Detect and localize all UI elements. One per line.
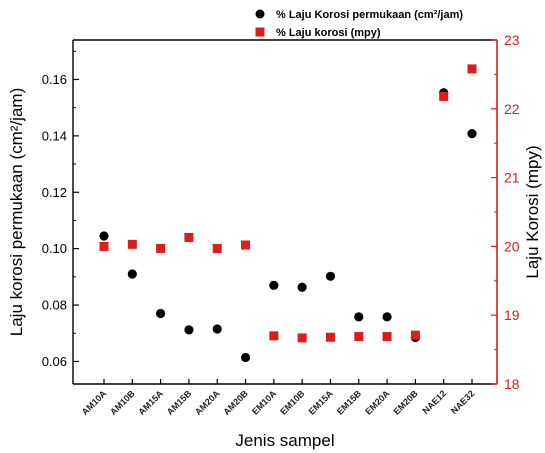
y2-tick-label: 23 <box>504 32 520 48</box>
x-tick-label: AM10B <box>108 388 137 417</box>
data-point-surface-rate <box>297 282 307 292</box>
x-tick-label: AM10A <box>80 388 109 417</box>
data-point-surface-rate <box>127 269 137 279</box>
data-point-mpy-rate <box>241 240 251 250</box>
x-tick-label: AM15B <box>165 388 194 417</box>
data-point-surface-rate <box>99 231 109 241</box>
data-point-mpy-rate <box>269 331 279 341</box>
x-tick-label: AM20B <box>221 388 250 417</box>
data-point-mpy-rate <box>439 91 449 101</box>
data-point-mpy-rate <box>156 243 166 253</box>
data-point-mpy-rate <box>212 243 222 253</box>
data-point-mpy-rate <box>99 241 109 251</box>
legend-marker-mpy-rate <box>255 27 265 37</box>
data-point-surface-rate <box>212 324 222 334</box>
plot-frame <box>72 39 498 385</box>
y2-tick-label: 18 <box>504 376 520 392</box>
data-point-mpy-rate <box>325 332 335 342</box>
y-tick-label: 0.06 <box>42 354 67 369</box>
x-tick-label: EM20B <box>392 388 421 417</box>
y-tick-label: 0.14 <box>42 128 67 143</box>
legend-label-surface-rate: % Laju Korosi permukaan (cm²/jam) <box>276 9 463 21</box>
data-point-surface-rate <box>156 308 166 319</box>
data-point-surface-rate <box>382 312 392 322</box>
x-tick-label: NAE32 <box>449 388 477 416</box>
legend-label-mpy-rate: % Laju korosi (mpy) <box>276 27 381 39</box>
y2-tick-label: 22 <box>504 101 520 117</box>
data-point-mpy-rate <box>354 332 364 342</box>
y-tick-label: 0.16 <box>42 72 67 87</box>
data-point-mpy-rate <box>467 64 477 74</box>
data-point-surface-rate <box>467 129 477 139</box>
y-axis-title: Laju korosi permukaan (cm²/jam) <box>7 88 26 336</box>
data-point-surface-rate <box>354 312 364 322</box>
x-tick-label: AM15A <box>136 388 165 417</box>
x-axis-title: Jenis sampel <box>235 431 334 450</box>
series-mpy-rate <box>99 64 477 343</box>
x-tick-label: NAE12 <box>421 388 449 416</box>
x-tick-label: EM20A <box>363 388 392 417</box>
y2-tick-label: 19 <box>504 307 520 323</box>
x-tick-label: EM10A <box>250 388 279 417</box>
data-point-mpy-rate <box>184 232 194 242</box>
y-tick-label: 0.08 <box>42 298 67 313</box>
y-tick-label: 0.12 <box>42 185 67 200</box>
data-point-mpy-rate <box>410 330 420 340</box>
y2-tick-label: 20 <box>504 238 520 254</box>
data-point-surface-rate <box>325 271 336 281</box>
y2-axis-title: Laju Korosi (mpy) <box>523 145 542 278</box>
data-point-mpy-rate <box>127 239 137 249</box>
data-point-surface-rate <box>240 352 251 363</box>
right-axis-ticks: 18 19 20 21 22 23 <box>491 32 520 392</box>
x-tick-label: AM20A <box>193 388 222 417</box>
legend: % Laju Korosi permukaan (cm²/jam) % Laju… <box>255 9 463 39</box>
y-tick-label: 0.10 <box>42 241 67 256</box>
left-axis-ticks: 0.06 0.08 0.10 0.12 0.14 0.16 <box>42 50 79 369</box>
data-point-surface-rate <box>269 280 279 290</box>
data-point-mpy-rate <box>382 332 392 342</box>
y2-tick-label: 21 <box>504 170 520 186</box>
data-point-surface-rate <box>184 325 194 335</box>
series-surface-rate <box>99 88 477 363</box>
legend-marker-surface-rate <box>255 9 265 19</box>
x-tick-label: EM15B <box>335 388 364 417</box>
data-point-mpy-rate <box>297 333 307 343</box>
x-tick-label: EM15A <box>307 388 336 417</box>
x-tick-label: EM10B <box>278 388 307 417</box>
